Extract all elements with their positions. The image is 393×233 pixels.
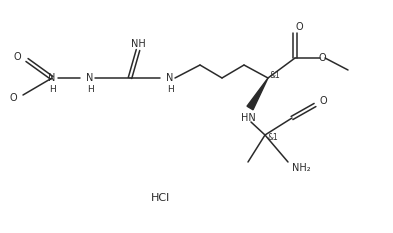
Text: H: H <box>49 86 55 95</box>
Text: NH: NH <box>130 39 145 49</box>
Text: O: O <box>295 22 303 32</box>
Text: O: O <box>13 52 21 62</box>
Text: H: H <box>86 86 94 95</box>
Text: HCl: HCl <box>151 193 170 203</box>
Text: O: O <box>9 93 17 103</box>
Text: HN: HN <box>241 113 255 123</box>
Text: N: N <box>48 73 56 83</box>
Text: N: N <box>86 73 94 83</box>
Text: O: O <box>319 96 327 106</box>
Text: NH₂: NH₂ <box>292 163 310 173</box>
Text: N: N <box>166 73 174 83</box>
Text: &1: &1 <box>270 72 281 80</box>
Polygon shape <box>247 78 268 110</box>
Text: H: H <box>167 86 173 95</box>
Text: O: O <box>318 53 326 63</box>
Text: &1: &1 <box>267 133 278 141</box>
